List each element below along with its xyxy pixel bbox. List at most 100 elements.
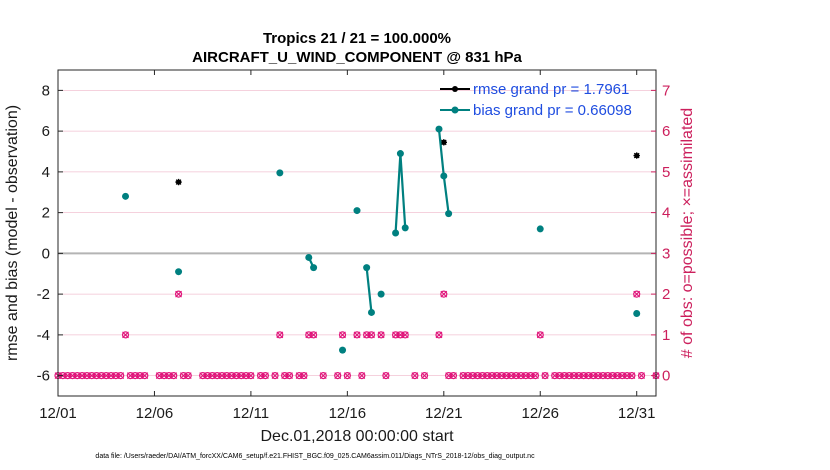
bias-point xyxy=(445,210,453,218)
obs-count-marker xyxy=(213,372,221,380)
bias-point xyxy=(440,172,448,180)
y2-tick-label: 0 xyxy=(662,368,670,385)
obs-count-marker xyxy=(343,372,351,380)
bias-point xyxy=(392,229,400,237)
obs-count-marker xyxy=(285,372,294,380)
obs-count-marker xyxy=(117,372,125,380)
obs-count-marker xyxy=(604,372,612,380)
obs-count-marker xyxy=(256,372,265,380)
footnote: data file: /Users/raeder/DAI/ATM_forcXX/… xyxy=(95,453,535,460)
obs-count-marker xyxy=(199,372,207,380)
bias-point xyxy=(401,224,409,232)
bias-point xyxy=(175,268,183,276)
obs-count-marker xyxy=(121,331,130,339)
obs-count-marker xyxy=(541,372,549,380)
obs-count-marker xyxy=(435,331,443,339)
rmse-point xyxy=(633,152,640,159)
obs-count-marker xyxy=(309,331,318,339)
obs-count-marker xyxy=(97,372,106,380)
obs-count-marker xyxy=(580,372,588,380)
obs-count-marker xyxy=(628,372,636,380)
obs-count-marker xyxy=(618,372,626,380)
obs-count-marker xyxy=(305,331,313,339)
bias-point xyxy=(633,309,641,317)
obs-count-marker xyxy=(141,372,149,380)
obs-count-marker xyxy=(286,372,293,380)
obs-count-marker xyxy=(440,290,448,298)
obs-count-marker xyxy=(136,372,144,380)
chart-subtitle: AIRCRAFT_U_WIND_COMPONENT @ 831 hPa xyxy=(192,49,522,66)
obs-count-marker xyxy=(541,372,549,380)
obs-count-marker xyxy=(261,372,269,380)
obs-count-marker xyxy=(435,331,443,339)
obs-count-marker xyxy=(218,372,226,380)
bias-point xyxy=(276,169,284,177)
obs-count-marker xyxy=(560,372,568,380)
obs-count-marker xyxy=(358,372,366,380)
obs-count-marker xyxy=(613,372,622,380)
obs-count-marker xyxy=(637,372,646,380)
obs-count-marker xyxy=(208,372,216,380)
obs-count-marker xyxy=(276,331,284,339)
obs-count-marker xyxy=(92,372,101,380)
obs-count-marker xyxy=(633,290,641,298)
obs-count-marker xyxy=(175,290,182,298)
y-axis: -6 -4 -2 0 2 4 6 8 xyxy=(37,82,63,385)
y2-axis-label: # of obs: o=possible; ×=assimilated xyxy=(679,108,696,358)
obs-count-marker xyxy=(203,372,212,380)
obs-count-marker xyxy=(488,372,496,380)
y2-tick-label: 1 xyxy=(662,327,670,344)
obs-count-marker xyxy=(184,372,192,380)
obs-count-marker xyxy=(623,372,631,380)
obs-count-marker xyxy=(353,331,361,339)
obs-count-marker xyxy=(242,372,250,380)
obs-count-marker xyxy=(367,331,376,339)
x-axis-label: Dec.01,2018 00:00:00 start xyxy=(260,428,454,445)
y-tick-label: 6 xyxy=(42,123,50,140)
bias-point xyxy=(122,192,130,200)
legend-label-rmse: rmse grand pr = 1.7961 xyxy=(473,81,629,98)
obs-count-marker xyxy=(165,372,173,380)
obs-count-marker xyxy=(493,372,501,380)
series-group xyxy=(122,125,641,354)
bias-point xyxy=(536,225,544,233)
gridlines xyxy=(58,89,656,377)
obs-count-marker xyxy=(223,372,231,380)
obs-count-marker xyxy=(334,372,342,380)
bias-line xyxy=(365,267,373,313)
y2-tick-label: 4 xyxy=(662,205,670,222)
bias-point xyxy=(367,308,375,316)
obs-count-marker xyxy=(527,372,535,380)
obs-count-marker xyxy=(502,372,511,380)
obs-count-marker xyxy=(589,372,597,380)
obs-count-marker xyxy=(459,372,467,380)
obs-count-marker xyxy=(445,372,453,380)
obs-count-marker xyxy=(112,372,120,380)
obs-count-marker xyxy=(237,372,245,380)
obs-count-marker xyxy=(247,372,255,380)
obs-count-marker xyxy=(608,372,617,380)
obs-count-marker xyxy=(319,372,327,380)
obs-count-marker xyxy=(440,290,448,298)
rmse-point xyxy=(175,178,182,186)
obs-count-marker xyxy=(594,372,602,380)
obs-count-marker xyxy=(295,372,303,380)
obs-count-marker xyxy=(83,372,91,380)
y2-axis: 0 1 2 3 4 5 6 7 xyxy=(651,82,670,385)
obs-count-marker xyxy=(377,331,385,339)
obs-count-marker xyxy=(628,372,636,380)
obs-count-marker xyxy=(300,372,308,380)
obs-count-marker xyxy=(396,331,405,339)
obs-count-marker xyxy=(450,372,457,380)
x-tick-label: 12/01 xyxy=(39,405,77,422)
obs-count-marker xyxy=(570,372,578,380)
obs-count-marker xyxy=(338,331,347,339)
obs-count-marker xyxy=(421,372,428,380)
rmse-point xyxy=(440,139,448,146)
obs-count-marker xyxy=(102,372,110,380)
obs-count-marker xyxy=(88,372,96,380)
x-tick-label: 12/26 xyxy=(521,405,559,422)
obs-count-marker xyxy=(411,372,419,380)
y2-tick-label: 3 xyxy=(662,245,670,262)
obs-count-marker xyxy=(228,372,236,380)
